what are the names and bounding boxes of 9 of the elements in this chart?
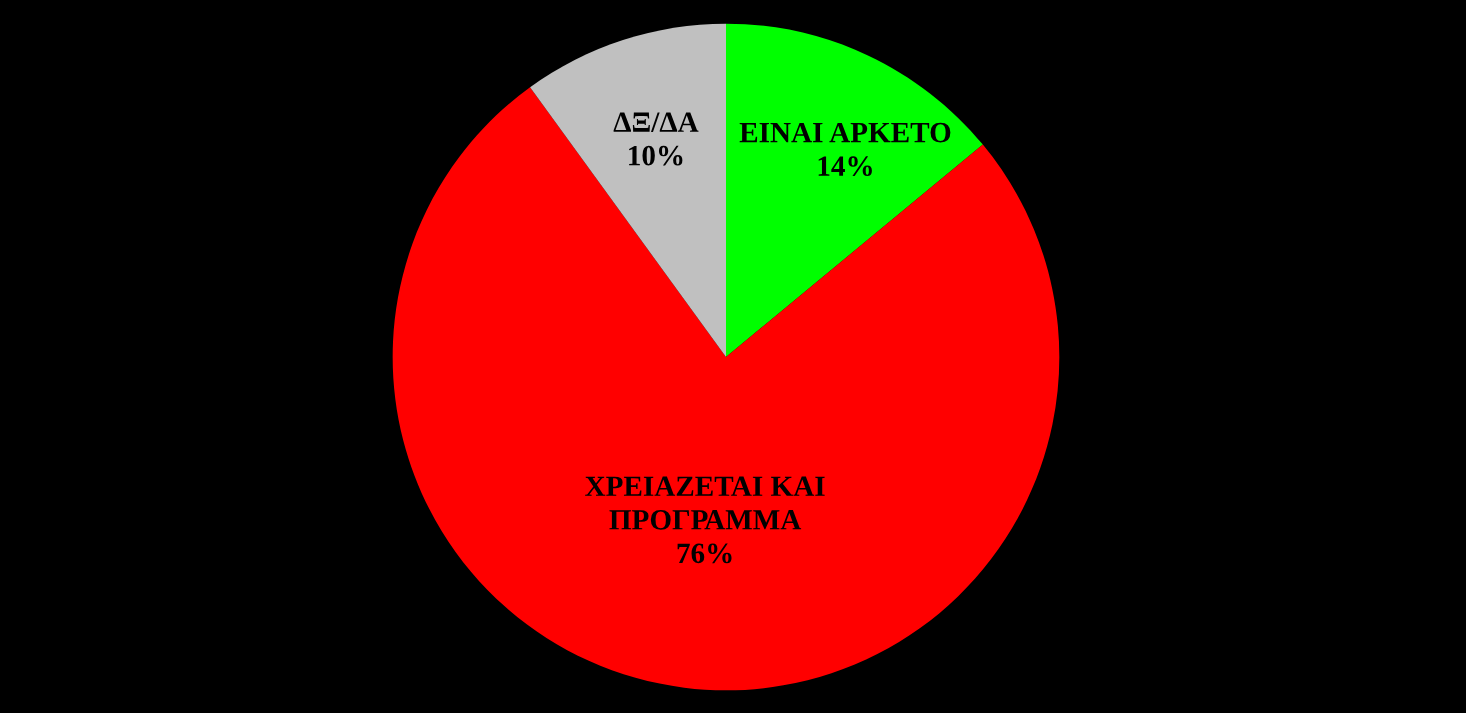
pie-slice: [530, 23, 726, 357]
data-label: 10%: [629, 145, 683, 166]
pie-slice: [726, 23, 983, 357]
data-label: 14%: [818, 156, 872, 177]
slice-label: ΕΙΝΑΙ ΑΡΚΕΤΟ: [739, 122, 951, 143]
slice-label: ΔΞ/ΔΑ: [613, 112, 699, 132]
data-label: 76%: [677, 543, 732, 564]
pie-slice: [392, 87, 1060, 691]
slice-label: ΧΡΕΙΑΖΕΤΑΙ ΚΑΙ ΠΡΟΓΡΑΜΜΑ: [585, 476, 825, 530]
